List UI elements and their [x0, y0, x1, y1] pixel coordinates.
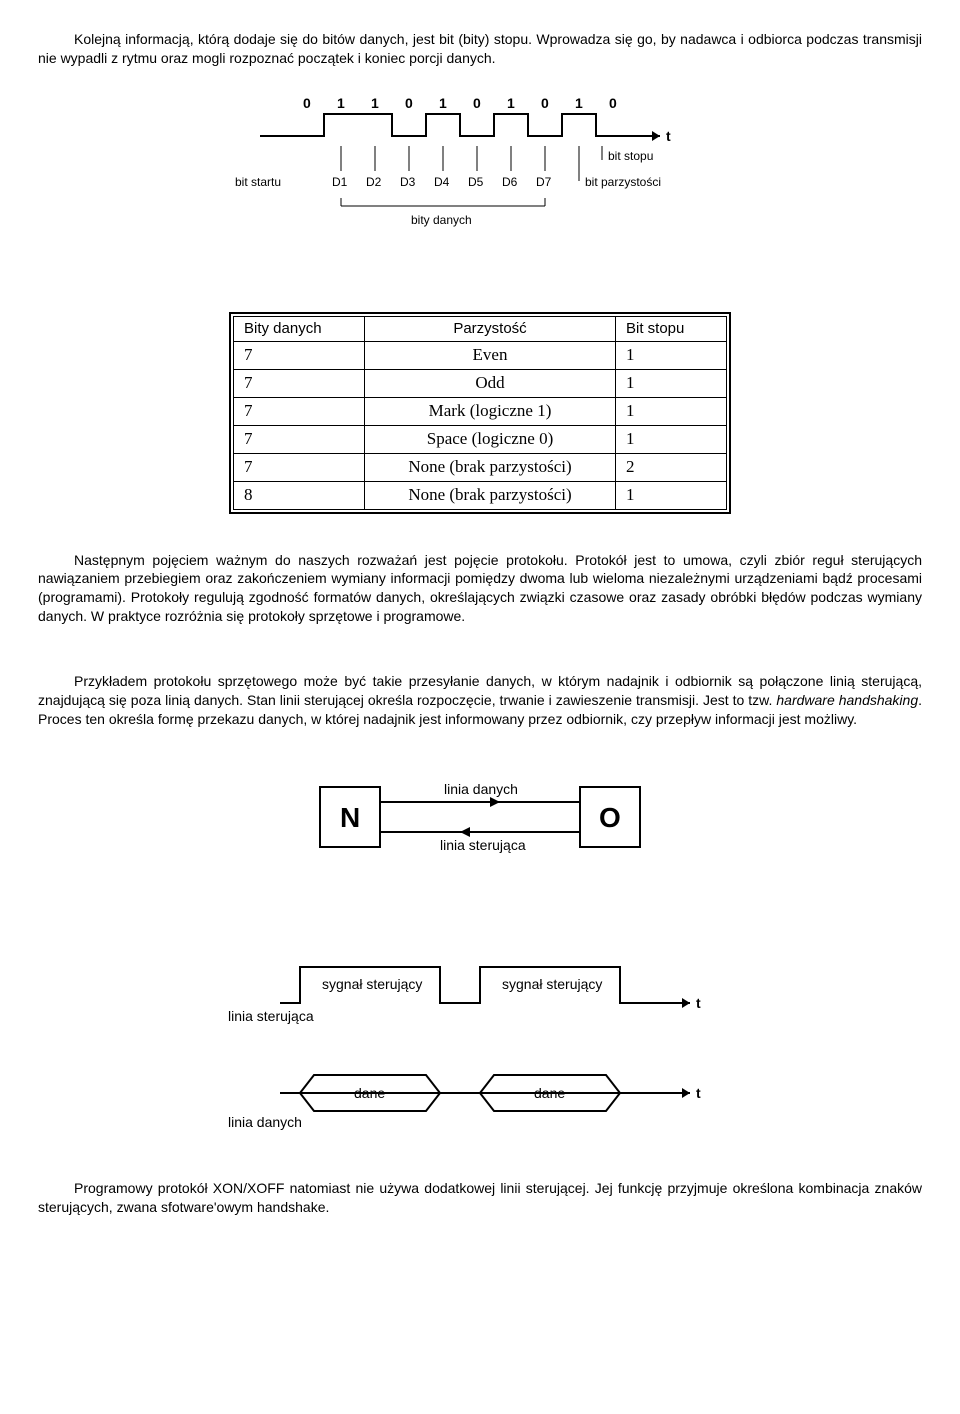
table-cell: 7	[234, 397, 365, 425]
table-cell: 1	[616, 397, 727, 425]
svg-text:D1: D1	[332, 175, 348, 189]
svg-text:D5: D5	[468, 175, 484, 189]
svg-text:0: 0	[473, 95, 481, 111]
table-cell: None (brak parzystości)	[365, 453, 616, 481]
svg-text:0: 0	[609, 95, 617, 111]
svg-text:1: 1	[439, 95, 447, 111]
svg-text:1: 1	[507, 95, 515, 111]
svg-text:N: N	[340, 802, 360, 833]
svg-text:dane: dane	[534, 1085, 565, 1101]
table-cell: Mark (logiczne 1)	[365, 397, 616, 425]
svg-text:1: 1	[371, 95, 379, 111]
svg-text:D6: D6	[502, 175, 518, 189]
hardware-handshaking-term: hardware handshaking	[776, 692, 918, 708]
table-cell: 7	[234, 453, 365, 481]
bit-frame-diagram: t 0 1 1 0 1 0 1 0 1 0 D1 D2 D3 D4 D5 D6 D7 bit startu bit s…	[230, 86, 730, 286]
table-cell: 1	[616, 342, 727, 370]
table-header: Bity danych	[234, 316, 365, 341]
paragraph-4: Programowy protokół XON/XOFF natomiast n…	[38, 1179, 922, 1217]
svg-text:linia sterująca: linia sterująca	[440, 837, 526, 853]
svg-text:D3: D3	[400, 175, 416, 189]
svg-text:bit startu: bit startu	[235, 175, 281, 189]
table-cell: 1	[616, 369, 727, 397]
svg-text:D7: D7	[536, 175, 552, 189]
config-table-wrapper: Bity danych Parzystość Bit stopu 7Even1 …	[229, 312, 731, 514]
paragraph-2: Następnym pojęciem ważnym do naszych roz…	[38, 551, 922, 627]
svg-text:D4: D4	[434, 175, 450, 189]
table-cell: 8	[234, 481, 365, 509]
svg-text:1: 1	[337, 95, 345, 111]
svg-text:bit stopu: bit stopu	[608, 149, 653, 163]
table-cell: 1	[616, 425, 727, 453]
svg-text:t: t	[696, 995, 701, 1011]
paragraph-3: Przykładem protokołu sprzętowego może by…	[38, 672, 922, 729]
svg-text:bit parzystości: bit parzystości	[585, 175, 661, 189]
svg-text:dane: dane	[354, 1085, 385, 1101]
table-cell: Space (logiczne 0)	[365, 425, 616, 453]
table-cell: 2	[616, 453, 727, 481]
svg-text:D2: D2	[366, 175, 382, 189]
svg-text:bity danych: bity danych	[411, 213, 472, 227]
table-cell: Odd	[365, 369, 616, 397]
table-cell: None (brak parzystości)	[365, 481, 616, 509]
table-cell: 7	[234, 425, 365, 453]
svg-text:linia danych: linia danych	[228, 1114, 302, 1130]
table-cell: Even	[365, 342, 616, 370]
timing-diagram: t sygnał sterujący sygnał sterujący linia s…	[220, 933, 740, 1153]
table-cell: 7	[234, 342, 365, 370]
svg-text:sygnał sterujący: sygnał sterujący	[502, 976, 602, 992]
table-header: Parzystość	[365, 316, 616, 341]
svg-text:t: t	[696, 1085, 701, 1101]
table-cell: 1	[616, 481, 727, 509]
svg-text:0: 0	[541, 95, 549, 111]
table-cell: 7	[234, 369, 365, 397]
svg-text:1: 1	[575, 95, 583, 111]
svg-text:linia sterująca: linia sterująca	[228, 1008, 314, 1024]
svg-text:linia danych: linia danych	[444, 781, 518, 797]
svg-text:0: 0	[405, 95, 413, 111]
svg-text:t: t	[666, 128, 671, 144]
svg-text:O: O	[599, 802, 621, 833]
svg-text:sygnał sterujący: sygnał sterujący	[322, 976, 422, 992]
table-header: Bit stopu	[616, 316, 727, 341]
config-table: Bity danych Parzystość Bit stopu 7Even1 …	[233, 316, 727, 510]
svg-text:0: 0	[303, 95, 311, 111]
link-diagram: N Olinia danych linia sterująca	[270, 747, 690, 907]
paragraph-1: Kolejną informacją, którą dodaje się do …	[38, 30, 922, 68]
